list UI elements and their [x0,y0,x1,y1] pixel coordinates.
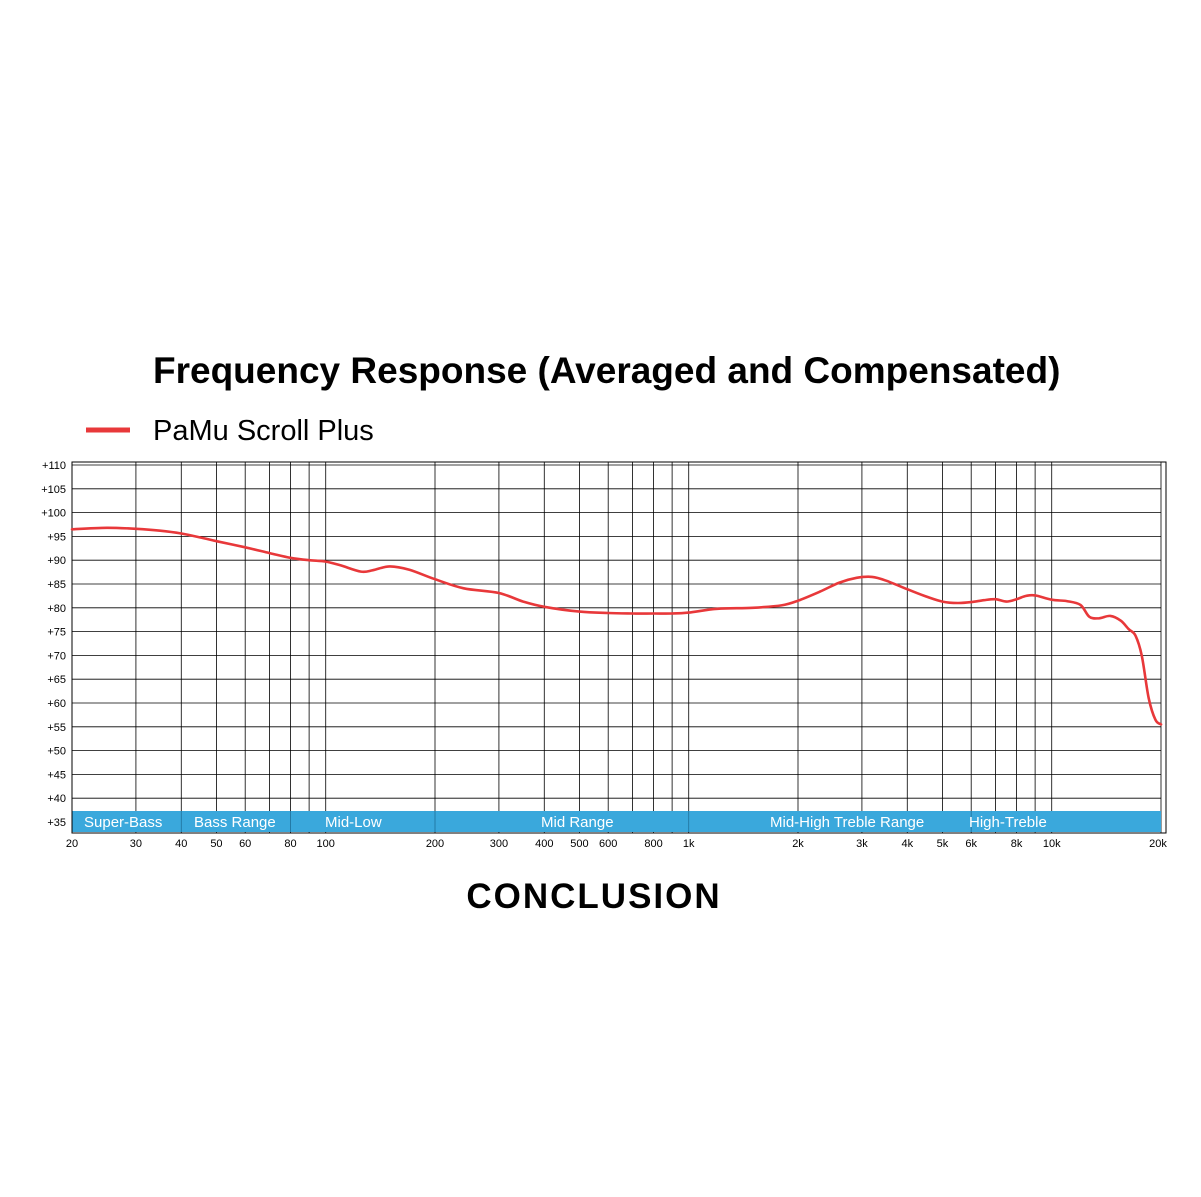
x-tick-label: 2k [792,838,804,850]
x-tick-label: 80 [284,838,296,850]
conclusion-heading: CONCLUSION [466,877,721,916]
x-tick-label: 30 [130,838,142,850]
x-tick-label: 400 [535,838,553,850]
x-tick-label: 5k [937,838,949,850]
x-tick-label: 60 [239,838,251,850]
band-label: Mid-High Treble Range [770,814,924,831]
x-tick-label: 4k [901,838,913,850]
plot-border [71,461,1167,834]
grid-lines [71,462,1162,833]
y-tick-label: +70 [47,650,66,662]
y-tick-label: +45 [47,769,66,781]
x-tick-label: 500 [570,838,588,850]
y-tick-label: +40 [47,793,66,805]
chart-legend: PaMu Scroll Plus [86,415,374,447]
x-tick-label: 600 [599,838,617,850]
band-background [72,811,1161,832]
x-tick-label: 200 [426,838,444,850]
x-tick-label: 1k [683,838,695,850]
x-tick-label: 800 [644,838,662,850]
series-line [70,526,1163,726]
x-tick-label: 40 [175,838,187,850]
y-axis-tick-labels: +35 +40 +45 +50 +55 +60 +65 +70 +75 +80 +85 +90 +95 +… [41,460,66,829]
x-tick-label: 10k [1043,838,1061,850]
band-label: Mid Range [541,814,614,831]
plot-frame [71,461,1167,834]
x-tick-label: 6k [965,838,977,850]
x-tick-label: 20k [1149,838,1167,850]
band-label: Mid-Low [325,814,382,831]
y-tick-label: +90 [47,555,66,567]
y-tick-label: +95 [47,531,66,543]
y-tick-label: +100 [41,508,66,520]
y-tick-label: +35 [47,817,66,829]
band-label: Bass Range [194,814,276,831]
band-label: Super-Bass [84,814,162,831]
x-tick-label: 300 [490,838,508,850]
x-tick-label: 3k [856,838,868,850]
y-tick-label: +85 [47,579,66,591]
x-tick-label: 50 [210,838,222,850]
y-tick-label: +55 [47,722,66,734]
y-tick-label: +65 [47,674,66,686]
y-tick-label: +80 [47,603,66,615]
band-label: High-Treble [969,814,1047,831]
x-tick-label: 20 [66,838,78,850]
legend-label: PaMu Scroll Plus [153,415,374,447]
y-tick-label: +105 [41,484,66,496]
series-lines [70,526,1163,726]
y-tick-label: +110 [42,460,66,472]
y-tick-label: +75 [47,627,66,639]
y-tick-label: +60 [47,698,66,710]
x-tick-label: 100 [317,838,335,850]
chart-title: Frequency Response (Averaged and Compens… [153,350,1060,391]
x-tick-label: 8k [1011,838,1023,850]
x-axis-tick-labels: 20 30 40 50 60 80 100 200 300 400 500 600 800 1k 2k 3k 4… [66,838,1167,850]
y-tick-label: +50 [47,746,66,758]
frequency-band-bar: Super-Bass Bass Range Mid-Low Mid Range Mid-… [72,811,1161,832]
